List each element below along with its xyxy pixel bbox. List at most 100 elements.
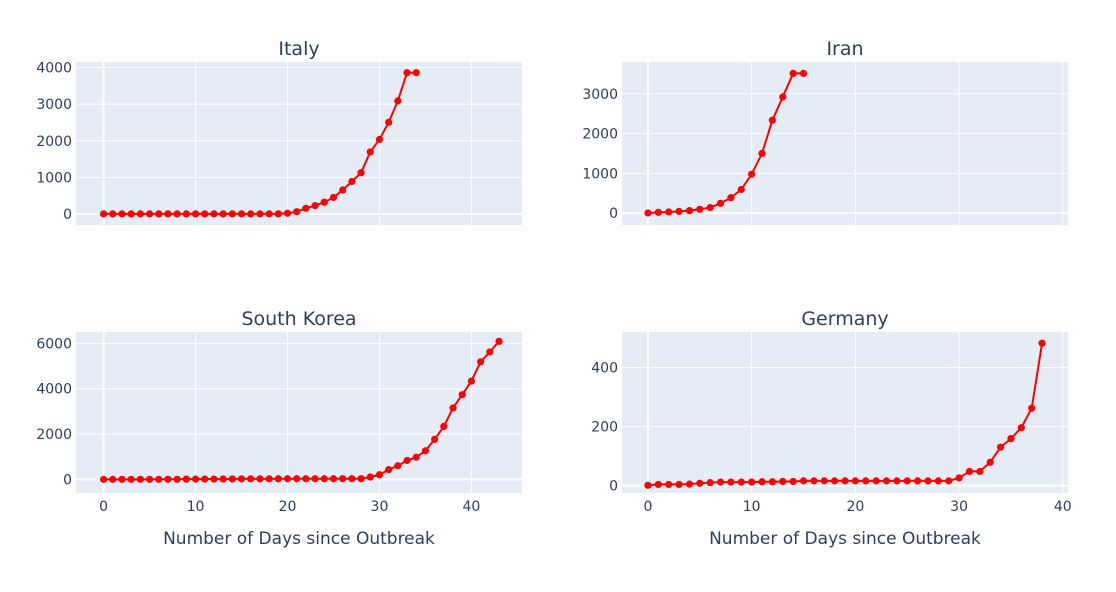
data-point xyxy=(851,477,859,485)
plot-area xyxy=(622,62,1068,225)
data-point xyxy=(1038,339,1046,347)
data-point xyxy=(768,116,776,124)
data-point xyxy=(706,479,714,487)
data-point xyxy=(477,358,485,366)
y-tick-label: 0 xyxy=(63,472,72,488)
data-point xyxy=(716,478,725,486)
data-point xyxy=(311,202,319,210)
data-point xyxy=(965,467,974,476)
data-point xyxy=(945,477,953,485)
data-point xyxy=(302,475,310,483)
data-point xyxy=(283,475,292,483)
x-tick-label: 10 xyxy=(187,499,205,515)
data-point xyxy=(1028,404,1036,412)
data-point xyxy=(768,478,776,486)
data-point xyxy=(758,478,766,486)
data-point xyxy=(872,477,880,485)
data-point xyxy=(320,198,328,206)
data-point xyxy=(155,475,163,483)
data-point xyxy=(685,207,694,215)
data-point xyxy=(329,475,338,483)
data-point xyxy=(182,210,190,218)
data-point xyxy=(302,204,310,212)
data-point xyxy=(366,473,374,481)
data-point xyxy=(685,480,694,488)
data-point xyxy=(191,210,200,218)
data-point xyxy=(831,477,839,485)
data-point xyxy=(696,205,704,213)
data-point xyxy=(228,210,236,218)
data-point xyxy=(136,475,144,483)
data-point xyxy=(375,135,384,144)
y-tick-label: 4000 xyxy=(36,382,72,398)
data-point xyxy=(841,477,849,485)
subplot-title: Germany xyxy=(801,308,888,330)
y-tick-label: 2000 xyxy=(582,127,618,143)
y-tick-label: 200 xyxy=(591,420,618,436)
data-point xyxy=(339,475,347,483)
data-point xyxy=(903,477,911,485)
subplot-title: Italy xyxy=(278,38,319,60)
data-point xyxy=(136,210,144,218)
data-point xyxy=(996,443,1005,451)
data-point xyxy=(914,477,922,485)
subplot-1: 0 1000 2000 3000 4000 Italy xyxy=(36,38,522,225)
data-point xyxy=(862,477,870,485)
data-point xyxy=(440,422,448,431)
data-point xyxy=(820,477,828,485)
data-point xyxy=(748,170,756,178)
data-point xyxy=(431,435,439,443)
x-tick-label: 30 xyxy=(371,499,389,515)
y-tick-label: 400 xyxy=(591,360,618,376)
data-point xyxy=(799,69,808,78)
data-point xyxy=(644,481,652,489)
data-point xyxy=(274,475,282,483)
data-point xyxy=(127,475,135,483)
x-tick-label: 0 xyxy=(643,499,652,515)
data-point xyxy=(675,207,683,215)
data-point xyxy=(283,209,292,217)
data-point xyxy=(145,475,154,483)
subplot-title: South Korea xyxy=(241,308,356,330)
x-axis-label: Number of Days since Outbreak xyxy=(709,529,981,549)
data-point xyxy=(882,477,891,485)
data-point xyxy=(210,210,218,218)
data-point xyxy=(237,210,246,218)
data-point xyxy=(247,475,255,483)
data-point xyxy=(357,475,365,483)
data-point xyxy=(789,69,797,78)
y-tick-label: 3000 xyxy=(36,97,72,113)
data-point xyxy=(348,177,356,186)
data-point xyxy=(219,210,227,218)
x-tick-label: 0 xyxy=(99,499,108,515)
data-point xyxy=(118,475,126,483)
data-point xyxy=(467,377,476,385)
data-point xyxy=(449,404,457,412)
data-point xyxy=(799,477,808,485)
data-point xyxy=(348,475,356,483)
data-point xyxy=(256,210,264,218)
x-axis-label: Number of Days since Outbreak xyxy=(163,529,435,549)
subplot-title: Iran xyxy=(826,38,863,60)
data-point xyxy=(237,475,246,483)
data-point xyxy=(893,477,901,485)
series-line xyxy=(647,72,804,214)
data-point xyxy=(955,474,963,482)
data-point xyxy=(421,447,430,455)
data-point xyxy=(329,193,338,202)
y-tick-label: 3000 xyxy=(582,87,618,103)
data-point xyxy=(486,348,494,356)
data-point xyxy=(191,475,200,483)
data-point xyxy=(412,69,420,77)
data-point xyxy=(109,210,117,218)
plot-area xyxy=(76,62,522,225)
data-point xyxy=(748,478,756,486)
y-tick-label: 0 xyxy=(63,207,72,223)
data-point xyxy=(758,149,766,157)
data-point xyxy=(495,337,503,345)
data-point xyxy=(706,203,714,212)
data-point xyxy=(173,475,181,483)
data-point xyxy=(665,208,673,216)
data-point xyxy=(654,480,662,489)
